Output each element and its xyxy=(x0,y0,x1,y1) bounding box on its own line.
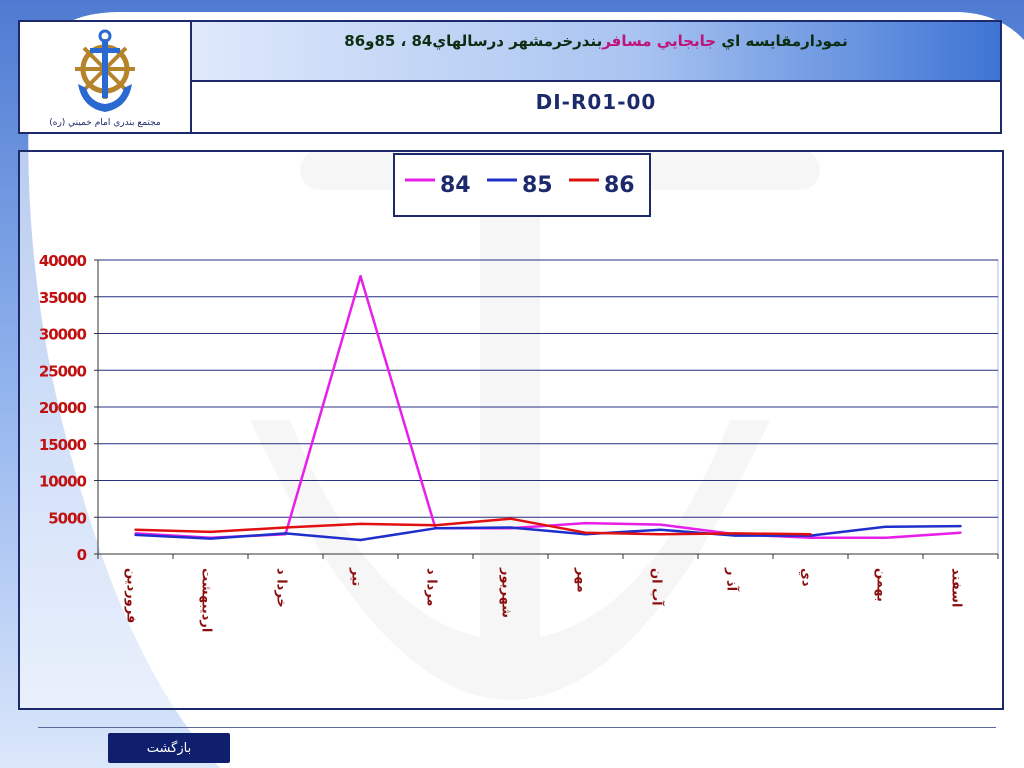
x-tick-label: مهر xyxy=(574,567,589,593)
title-highlight: جابجايي مسافر xyxy=(602,32,717,50)
footer-divider xyxy=(38,727,996,728)
legend-label: 86 xyxy=(604,173,635,198)
y-tick-label: 35000 xyxy=(39,289,87,307)
logo-cell: مجتمع بندري امام خميني (ره) xyxy=(20,22,192,132)
y-tick-label: 5000 xyxy=(48,509,86,527)
data-point xyxy=(284,526,287,529)
x-tick-label: تير xyxy=(349,567,364,586)
y-axis: 40000 35000 30000 25000 20000 15000 10000 5000 0 xyxy=(39,252,99,564)
y-tick-label: 20000 xyxy=(39,399,87,417)
data-point xyxy=(959,524,962,528)
data-point xyxy=(659,523,662,526)
x-tick-label: شهريور xyxy=(499,567,514,618)
y-tick-label: 10000 xyxy=(39,473,87,491)
legend-label: 84 xyxy=(440,173,471,198)
data-point xyxy=(509,526,512,529)
y-tick-label: 15000 xyxy=(39,436,87,454)
data-point xyxy=(359,522,362,526)
data-point xyxy=(734,532,737,535)
legend-label: 85 xyxy=(522,173,553,198)
x-tick-label: آب ان xyxy=(649,568,666,606)
series-line-85 xyxy=(135,524,961,542)
data-point xyxy=(434,527,437,530)
data-point xyxy=(134,533,137,537)
header-frame: مجتمع بندري امام خميني (ره) نمودارمقايسه… xyxy=(18,20,1002,134)
y-tick-label: 25000 xyxy=(39,362,87,380)
data-point xyxy=(659,532,662,536)
x-tick-label: دي xyxy=(799,568,814,587)
y-tick-label: 0 xyxy=(77,546,87,564)
y-tick-label: 30000 xyxy=(39,326,87,344)
data-point xyxy=(284,532,287,535)
x-tick-label: ارديبهشت xyxy=(199,568,214,632)
x-tick-label: مردا د xyxy=(424,568,439,606)
title-part-1: نمودارمقايسه اي xyxy=(721,32,848,50)
data-point xyxy=(209,537,212,540)
data-point xyxy=(584,521,587,525)
data-point xyxy=(659,528,662,531)
x-tick-label: فروردين xyxy=(124,568,139,623)
x-tick-label: آذ ر xyxy=(724,567,741,592)
series-line-86 xyxy=(135,517,811,536)
title-cell: نمودارمقايسه اي جابجايي مسافربندرخرمشهر … xyxy=(192,22,1000,82)
y-tick-label: 40000 xyxy=(39,252,87,270)
data-point xyxy=(209,530,212,534)
x-axis: فروردين ارديبهشت خردا د تير مردا د شهريور مهر آ… xyxy=(97,553,999,632)
chart-frame: 84 85 86 40000 35000 30000 25000 20000 15000 100… xyxy=(18,150,1004,710)
doc-code-cell: DI-R01-00 xyxy=(192,82,1000,132)
data-point xyxy=(359,538,362,542)
x-tick-label: خردا د xyxy=(274,568,289,608)
line-chart: 84 85 86 40000 35000 30000 25000 20000 15000 100… xyxy=(39,153,999,632)
data-point xyxy=(359,274,362,278)
doc-code: DI-R01-00 xyxy=(535,90,657,114)
anchor-logo-icon xyxy=(75,29,135,112)
page-title: نمودارمقايسه اي جابجايي مسافربندرخرمشهر … xyxy=(192,32,1000,50)
data-point xyxy=(584,531,587,534)
data-point xyxy=(434,524,437,527)
chart-series xyxy=(134,274,962,542)
chart-legend: 84 85 86 xyxy=(393,153,651,217)
data-point xyxy=(959,531,962,534)
x-tick-label: اسفند xyxy=(949,568,964,607)
data-point xyxy=(884,525,887,529)
title-part-2: بندرخرمشهر درسالهاي84 ، 85و86 xyxy=(344,32,603,50)
data-point xyxy=(809,536,812,540)
logo-caption: مجتمع بندري امام خميني (ره) xyxy=(49,118,161,128)
back-button[interactable]: بازگشت xyxy=(108,733,230,763)
data-point xyxy=(809,532,812,536)
x-tick-label: بهمن xyxy=(874,568,889,602)
data-point xyxy=(509,517,512,520)
data-point xyxy=(734,534,737,537)
data-point xyxy=(134,528,137,531)
data-point xyxy=(884,536,887,540)
legend-box xyxy=(393,153,651,217)
chart-grid xyxy=(97,259,999,555)
